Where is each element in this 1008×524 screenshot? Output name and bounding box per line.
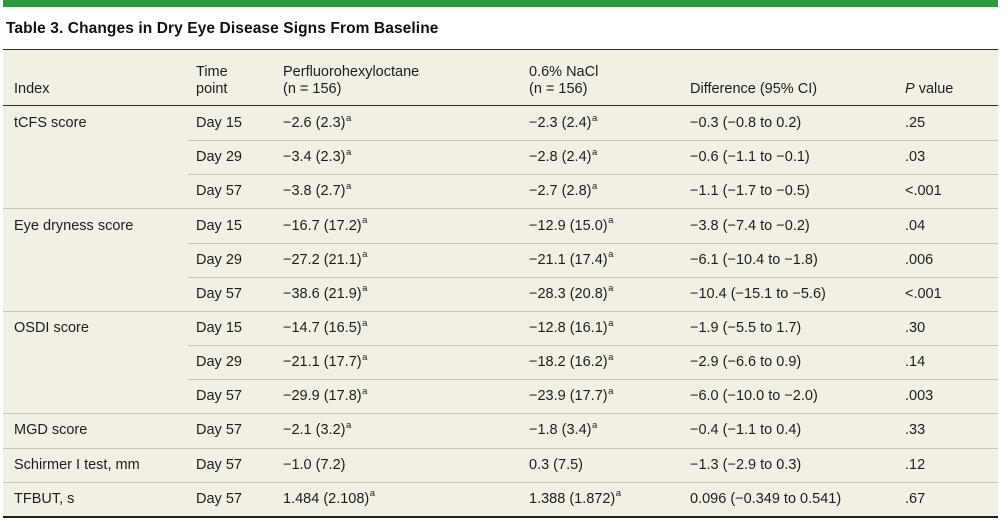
table-row: Day 29 −3.4 (2.3) a −2.8 (2.4) a −0.6 (−1.1 t…	[3, 140, 998, 175]
table-row: Day 57 −3.8 (2.7) a −2.7 (2.8) a −1.1 (−1.7 t…	[3, 174, 998, 209]
cell-diff: −0.4 (−1.1 to 0.4)	[690, 422, 802, 439]
cell-nacl: 0.3 (7.5)	[529, 456, 583, 473]
table-row: Day 29 −21.1 (17.7) a −18.2 (16.2) a −2.9 (−6…	[3, 345, 998, 380]
cell-time: Day 15	[196, 217, 242, 234]
cell-p: .67	[905, 490, 926, 507]
cell-time: Day 57	[196, 422, 242, 439]
title-block: Table 3. Changes in Dry Eye Disease Sign…	[3, 7, 998, 49]
cell-diff: −6.0 (−10.0 to −2.0)	[690, 388, 818, 405]
cell-time: Day 57	[196, 285, 242, 302]
table-row: Day 57 −38.6 (21.9) a −28.3 (20.8) a −10.4 (−…	[3, 276, 998, 311]
cell-f6h8: −38.6 (21.9) a	[283, 283, 368, 302]
cell-nacl: 1.388 (1.872) a	[529, 488, 622, 507]
cell-time: Day 57	[196, 183, 242, 200]
cell-p: .30	[905, 320, 926, 337]
cell-nacl: −23.9 (17.7) a	[529, 385, 614, 405]
cell-f6h8: −16.7 (17.2) a	[283, 215, 368, 234]
cell-f6h8: −29.9 (17.8) a	[283, 385, 368, 405]
table-body: tCFS score Day 15 −2.6 (2.3) a −2.3 (2.4) a −0…	[3, 106, 998, 516]
cell-time: Day 15	[196, 320, 242, 337]
cell-f6h8: −2.1 (3.2) a	[283, 419, 352, 439]
cell-p: .006	[905, 251, 934, 268]
cell-diff: −3.8 (−7.4 to −0.2)	[690, 217, 810, 234]
cell-p: <.001	[905, 285, 942, 302]
table-title: Table 3. Changes in Dry Eye Disease Sign…	[6, 20, 439, 37]
cell-p: .03	[905, 149, 926, 166]
cell-nacl: −2.7 (2.8) a	[529, 180, 598, 200]
cell-time: Day 29	[196, 149, 242, 166]
column-header-f6h8: Perfluorohexyloctane (n = 156)	[283, 64, 420, 97]
cell-index	[3, 345, 188, 379]
cell-index: TFBUT, s	[14, 490, 75, 507]
cell-nacl: −18.2 (16.2) a	[529, 351, 614, 371]
table-row: Eye dryness score Day 15 −16.7 (17.2) a −12.…	[3, 208, 998, 243]
table-row: Day 57 −29.9 (17.8) a −23.9 (17.7) a −6.0 (−1…	[3, 379, 998, 414]
column-header-p: P value	[905, 81, 954, 97]
cell-nacl: −1.8 (3.4) a	[529, 419, 598, 439]
cell-f6h8: −27.2 (21.1) a	[283, 249, 368, 268]
cell-f6h8: −1.0 (7.2)	[283, 456, 346, 473]
table-row: OSDI score Day 15 −14.7 (16.5) a −12.8 (16.1…	[3, 310, 998, 346]
cell-time: Day 57	[196, 456, 242, 473]
cell-index: Eye dryness score	[14, 217, 134, 234]
cell-nacl: −12.9 (15.0) a	[529, 215, 614, 234]
journal-table: Table 3. Changes in Dry Eye Disease Sign…	[3, 0, 998, 518]
cell-nacl: −2.8 (2.4) a	[529, 146, 598, 166]
table-header-row: Index Time point Perfluorohexyloctane (n = 1…	[3, 50, 998, 106]
cell-index	[3, 379, 188, 413]
cell-time: Day 57	[196, 388, 242, 405]
cell-diff: −1.1 (−1.7 to −0.5)	[690, 183, 810, 200]
cell-f6h8: 1.484 (2.108) a	[283, 488, 376, 507]
table-row: Day 29 −27.2 (21.1) a −21.1 (17.4) a −6.1 (−1…	[3, 242, 998, 277]
cell-index	[3, 243, 188, 277]
cell-index	[3, 174, 188, 208]
cell-nacl: −28.3 (20.8) a	[529, 283, 614, 302]
cell-p: .12	[905, 456, 926, 473]
cell-index	[3, 277, 188, 311]
cell-diff: −0.3 (−0.8 to 0.2)	[690, 115, 802, 132]
title-rule	[3, 49, 998, 50]
cell-f6h8: −3.8 (2.7) a	[283, 180, 352, 200]
column-header-time: Time point	[196, 64, 228, 97]
cell-time: Day 29	[196, 354, 242, 371]
cell-diff: −1.9 (−5.5 to 1.7)	[690, 320, 802, 337]
cell-p: .003	[905, 388, 934, 405]
cell-p: .33	[905, 422, 926, 439]
cell-diff: −2.9 (−6.6 to 0.9)	[690, 354, 802, 371]
cell-p: .14	[905, 354, 926, 371]
table-row: Schirmer I test, mm Day 57 −1.0 (7.2) 0.3 (…	[3, 447, 998, 482]
cell-index: MGD score	[14, 422, 88, 439]
table-row: TFBUT, s Day 57 1.484 (2.108) a 1.388 (1.872…	[3, 481, 998, 516]
accent-bar	[3, 0, 998, 7]
cell-index: Schirmer I test, mm	[14, 456, 140, 473]
cell-nacl: −21.1 (17.4) a	[529, 249, 614, 268]
column-header-index: Index	[14, 81, 50, 97]
cell-p: <.001	[905, 183, 942, 200]
cell-time: Day 29	[196, 251, 242, 268]
cell-diff: −0.6 (−1.1 to −0.1)	[690, 149, 810, 166]
table-bottom-rule	[3, 515, 998, 518]
cell-p: .04	[905, 217, 926, 234]
cell-diff: −10.4 (−15.1 to −5.6)	[690, 285, 826, 302]
cell-diff: −1.3 (−2.9 to 0.3)	[690, 456, 802, 473]
column-header-diff: Difference (95% CI)	[690, 81, 818, 97]
cell-diff: −6.1 (−10.4 to −1.8)	[690, 251, 818, 268]
table-row: MGD score Day 57 −2.1 (3.2) a −1.8 (3.4) a −0.…	[3, 413, 998, 448]
cell-index: OSDI score	[14, 320, 89, 337]
cell-diff: 0.096 (−0.349 to 0.541)	[690, 490, 842, 507]
cell-f6h8: −2.6 (2.3) a	[283, 112, 352, 132]
cell-f6h8: −21.1 (17.7) a	[283, 351, 368, 371]
cell-index: tCFS score	[14, 115, 87, 132]
cell-time: Day 15	[196, 115, 242, 132]
cell-nacl: −12.8 (16.1) a	[529, 317, 614, 337]
table-row: tCFS score Day 15 −2.6 (2.3) a −2.3 (2.4) a −0…	[3, 106, 998, 141]
cell-time: Day 57	[196, 490, 242, 507]
cell-nacl: −2.3 (2.4) a	[529, 112, 598, 132]
cell-p: .25	[905, 115, 926, 132]
cell-f6h8: −3.4 (2.3) a	[283, 146, 352, 166]
cell-index	[3, 140, 188, 174]
cell-f6h8: −14.7 (16.5) a	[283, 317, 368, 337]
column-header-nacl: 0.6% NaCl (n = 156)	[529, 64, 599, 97]
